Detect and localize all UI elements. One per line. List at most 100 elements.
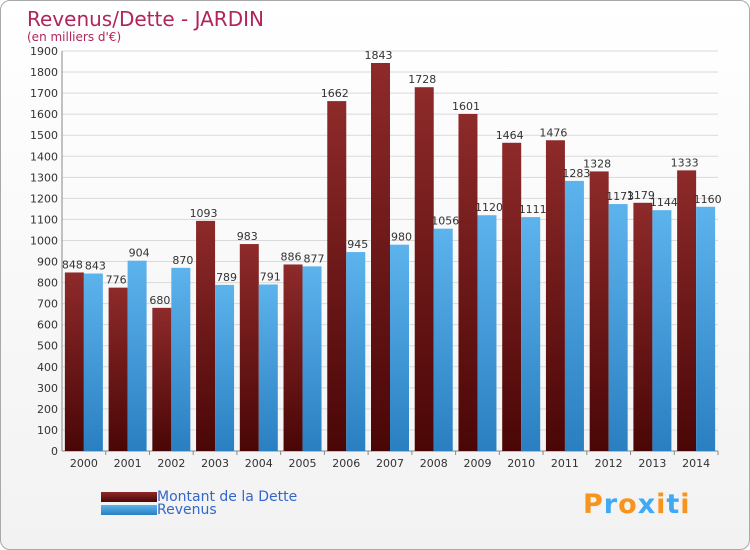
y-tick-label: 1900 — [30, 45, 58, 58]
data-label-dette: 1662 — [321, 87, 349, 100]
y-tick-label: 0 — [51, 445, 58, 458]
legend-label-dette: Montant de la Dette — [157, 489, 298, 505]
data-label-dette: 1464 — [496, 129, 524, 142]
data-label-revenus: 1056 — [431, 215, 459, 228]
data-label-revenus: 904 — [129, 247, 150, 260]
bar-revenus — [652, 210, 672, 451]
x-tick-label: 2002 — [157, 457, 185, 470]
bar-dette — [327, 101, 347, 452]
y-tick-label: 1100 — [30, 213, 58, 226]
y-tick-label: 200 — [37, 403, 58, 416]
bar-revenus — [258, 284, 278, 451]
logo-letter: i — [656, 489, 667, 520]
x-tick-label: 2008 — [420, 457, 448, 470]
bar-dette — [589, 171, 609, 451]
chart-title: Revenus/Dette - JARDIN — [27, 7, 264, 31]
data-label-revenus: 1120 — [475, 201, 503, 214]
y-tick-label: 900 — [37, 256, 58, 269]
y-tick-label: 800 — [37, 277, 58, 290]
bar-dette — [152, 307, 172, 451]
logo-letter: o — [618, 489, 638, 520]
x-tick-label: 2005 — [289, 457, 317, 470]
data-label-dette: 1601 — [452, 100, 480, 113]
x-tick-label: 2012 — [595, 457, 623, 470]
data-label-dette: 1093 — [190, 207, 218, 220]
data-label-dette: 886 — [281, 250, 302, 263]
data-label-dette: 1333 — [671, 156, 699, 169]
data-label-revenus: 877 — [304, 252, 325, 265]
bar-dette — [677, 170, 697, 452]
data-label-dette: 776 — [106, 274, 127, 287]
x-tick-label: 2004 — [245, 457, 273, 470]
bar-dette — [414, 87, 434, 452]
data-label-revenus: 789 — [216, 271, 237, 284]
x-tick-label: 2003 — [201, 457, 229, 470]
data-label-dette: 1728 — [408, 73, 436, 86]
bar-dette — [283, 264, 303, 451]
bar-revenus — [477, 215, 497, 451]
bar-dette — [502, 142, 522, 451]
proxiti-logo: Proxiti — [583, 489, 691, 520]
data-label-dette: 848 — [62, 258, 83, 271]
logo-letter: i — [680, 489, 691, 520]
bar-dette — [196, 220, 216, 451]
legend-item-dette: Montant de la Dette — [101, 489, 298, 505]
x-tick-label: 2009 — [463, 457, 491, 470]
bar-revenus — [564, 180, 584, 452]
legend-swatch-revenus — [101, 505, 157, 515]
x-tick-label: 2013 — [638, 457, 666, 470]
x-tick-label: 2010 — [507, 457, 535, 470]
x-tick-label: 2006 — [332, 457, 360, 470]
x-tick-label: 2001 — [114, 457, 142, 470]
bar-dette — [633, 202, 653, 451]
chart-subtitle: (en milliers d'€) — [27, 30, 122, 44]
y-tick-label: 1300 — [30, 171, 58, 184]
y-tick-label: 300 — [37, 382, 58, 395]
bar-dette — [239, 244, 259, 451]
bar-revenus — [302, 266, 322, 451]
x-tick-label: 2011 — [551, 457, 579, 470]
data-label-dette: 680 — [149, 294, 170, 307]
y-tick-label: 100 — [37, 424, 58, 437]
bar-revenus — [127, 260, 147, 451]
data-label-revenus: 1283 — [562, 167, 590, 180]
data-label-revenus: 1144 — [650, 196, 678, 209]
data-label-revenus: 870 — [172, 254, 193, 267]
bar-revenus — [171, 267, 191, 451]
y-tick-label: 1700 — [30, 87, 58, 100]
x-tick-label: 2000 — [70, 457, 98, 470]
logo-letter: x — [637, 489, 657, 520]
y-tick-label: 1800 — [30, 66, 58, 79]
logo-letter: t — [666, 489, 681, 520]
bar-dette — [458, 113, 478, 452]
bar-dette — [108, 287, 128, 451]
data-label-revenus: 980 — [391, 231, 412, 244]
bars — [64, 63, 716, 452]
data-label-dette: 1179 — [627, 189, 655, 202]
data-label-revenus: 1111 — [519, 203, 547, 216]
legend-swatch-dette — [101, 492, 157, 502]
data-label-dette: 1328 — [583, 157, 611, 170]
data-label-dette: 1843 — [365, 49, 393, 62]
data-label-revenus: 1160 — [694, 193, 722, 206]
data-label-revenus: 791 — [260, 270, 281, 283]
y-tick-label: 1600 — [30, 108, 58, 121]
y-tick-label: 1400 — [30, 150, 58, 163]
y-tick-label: 1200 — [30, 192, 58, 205]
legend-label-revenus: Revenus — [157, 502, 217, 518]
bar-revenus — [433, 228, 453, 451]
data-label-dette: 983 — [237, 230, 258, 243]
bar-revenus — [521, 217, 541, 451]
bar-revenus — [346, 252, 366, 451]
bar-revenus — [83, 273, 103, 451]
x-tick-label: 2014 — [682, 457, 710, 470]
y-tick-label: 500 — [37, 340, 58, 353]
bar-revenus — [215, 284, 235, 451]
y-tick-label: 600 — [37, 319, 58, 332]
data-label-revenus: 843 — [85, 260, 106, 273]
y-tick-label: 1500 — [30, 129, 58, 142]
bar-revenus — [608, 204, 628, 451]
